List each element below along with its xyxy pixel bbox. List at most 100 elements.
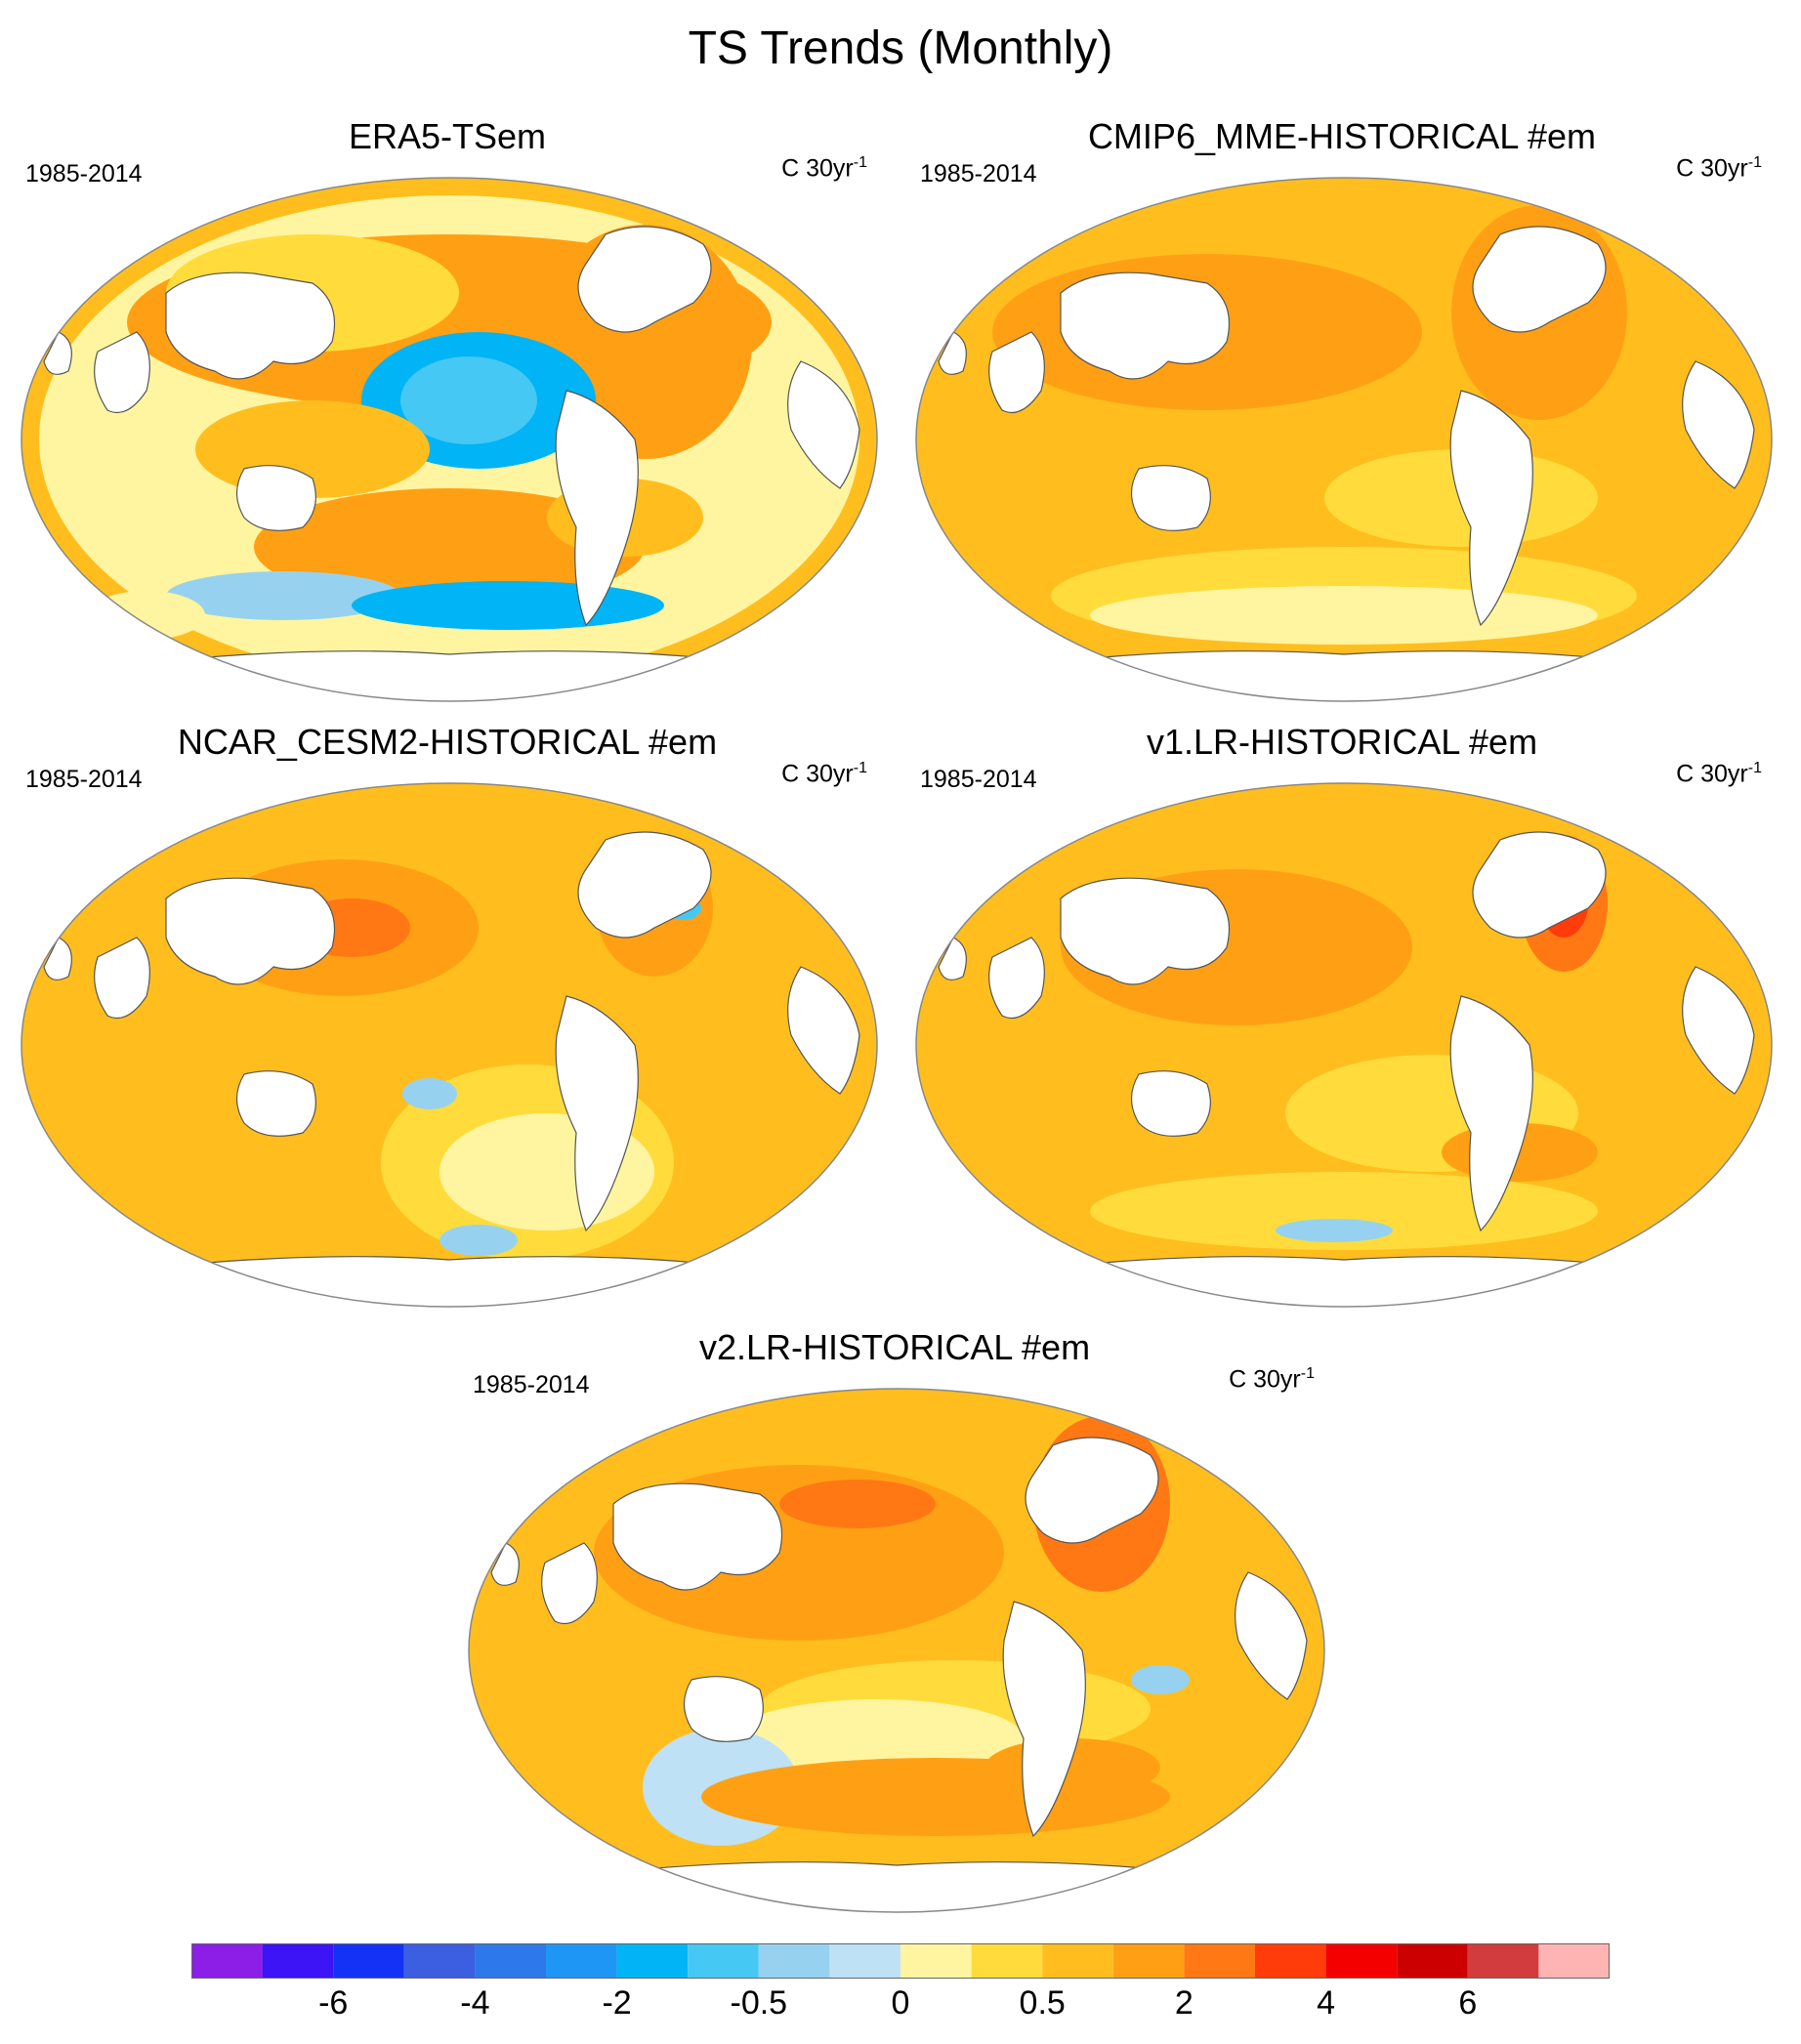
colorbar-tick-label: 0 (891, 1984, 910, 2022)
land-mass (988, 331, 1045, 414)
land-mass (683, 1676, 764, 1742)
land-mass (577, 831, 712, 939)
colorbar-swatch (262, 1943, 334, 1979)
colorbar-swatch (688, 1943, 759, 1979)
land-mass (1682, 360, 1755, 489)
panel-title: NCAR_CESM2-HISTORICAL #em (177, 722, 718, 762)
map-panel-v2-lr: v2.LR-HISTORICAL #em 1985-2014 C 30yr-1 (455, 1328, 1334, 1914)
colorbar-tick-label: 0.5 (1019, 1984, 1066, 2022)
colorbar-tick-label: 2 (1174, 1984, 1194, 2022)
land-mass (1449, 995, 1533, 1232)
trend-region (1276, 1219, 1393, 1242)
land-mass (43, 331, 72, 375)
colorbar-swatch (333, 1943, 404, 1979)
land-mass (612, 1482, 783, 1591)
map-border (468, 1388, 1325, 1913)
trend-region (166, 571, 400, 620)
land-mass (787, 360, 860, 489)
colorbar-tick-label: 6 (1458, 1984, 1478, 2022)
land-mass (136, 1256, 763, 1307)
colorbar-swatch (1112, 1943, 1185, 1979)
trend-region (1131, 1665, 1190, 1694)
colorbar-swatch (616, 1943, 689, 1979)
colorbar-swatch (758, 1943, 830, 1979)
period-label: 1985-2014 (920, 766, 1037, 793)
land-mass (1030, 1256, 1657, 1307)
figure-title: TS Trends (Monthly) (688, 22, 1113, 74)
land-mass (1025, 1437, 1159, 1544)
colorbar-swatch (1325, 1943, 1398, 1979)
land-mass (94, 937, 150, 1020)
colorbar-swatch (971, 1943, 1043, 1979)
colorbar-tick-label: -4 (460, 1984, 490, 2022)
colorbar-swatch (403, 1943, 476, 1979)
units-label: C 30yr-1 (1229, 1365, 1315, 1394)
land-mass (43, 937, 72, 980)
land-mass (938, 937, 967, 980)
trend-region (402, 1078, 457, 1109)
land-mass (235, 1070, 316, 1137)
land-mass (541, 1542, 598, 1625)
colorbar-swatch (1255, 1943, 1326, 1979)
land-mass (490, 1542, 520, 1586)
world-map (915, 177, 1773, 702)
world-map (21, 782, 878, 1308)
world-map (468, 1388, 1325, 1913)
land-mass (787, 966, 860, 1095)
world-map (21, 177, 878, 702)
land-mass (1449, 390, 1533, 627)
colorbar-swatch (546, 1943, 617, 1979)
period-label: 1985-2014 (25, 766, 143, 793)
panel-title: v2.LR-HISTORICAL #em (698, 1327, 1091, 1367)
trend-region (440, 1225, 518, 1256)
units-label: C 30yr-1 (1676, 154, 1762, 183)
land-mass (165, 877, 336, 985)
land-mass (1060, 877, 1231, 985)
trend-region (400, 356, 537, 444)
colorbar-swatch (829, 1943, 900, 1979)
map-panel-v1-lr: v1.LR-HISTORICAL #em 1985-2014 C 30yr-1 (902, 723, 1781, 1309)
panel-title: CMIP6_MME-HISTORICAL #em (1087, 116, 1597, 156)
land-mass (577, 226, 712, 333)
land-mass (1235, 1571, 1308, 1700)
panel-title: v1.LR-HISTORICAL #em (1146, 722, 1538, 762)
map-border (915, 177, 1773, 702)
units-label: C 30yr-1 (1676, 760, 1762, 788)
map-border (21, 782, 878, 1308)
colorbar-swatch (900, 1943, 972, 1979)
units-label: C 30yr-1 (781, 154, 867, 183)
colorbar-swatch (1184, 1943, 1255, 1979)
land-mass (555, 995, 639, 1232)
map-panel-ncar-cesm2: NCAR_CESM2-HISTORICAL #em 1985-2014 C 30… (8, 723, 887, 1309)
land-mass (1472, 226, 1607, 333)
land-mass (1030, 650, 1657, 701)
land-mass (235, 465, 316, 531)
land-mass (1130, 465, 1211, 531)
trend-region (352, 581, 664, 630)
colorbar (191, 1943, 1610, 1979)
colorbar-tick-label: 4 (1317, 1984, 1336, 2022)
land-mass (1060, 271, 1231, 380)
trend-region (1090, 586, 1598, 645)
trend-region (535, 1404, 613, 1428)
land-mass (1130, 1070, 1211, 1137)
colorbar-swatch (1042, 1943, 1113, 1979)
land-mass (555, 390, 639, 627)
trend-region (779, 1480, 936, 1528)
land-mass (938, 331, 967, 375)
land-mass (165, 271, 336, 380)
panel-title: ERA5-TSem (348, 116, 547, 156)
land-mass (94, 331, 150, 414)
colorbar-tick-label: -0.5 (730, 1984, 788, 2022)
colorbar-swatch (475, 1943, 546, 1979)
colorbar-tick-label: -6 (318, 1984, 349, 2022)
map-panel-cmip6-mme: CMIP6_MME-HISTORICAL #em 1985-2014 C 30y… (902, 117, 1781, 703)
land-mass (136, 650, 763, 701)
world-map (915, 782, 1773, 1308)
colorbar-swatch (1467, 1943, 1539, 1979)
land-mass (1472, 831, 1607, 939)
map-border (915, 782, 1773, 1308)
map-panel-era5: ERA5-TSem 1985-2014 C 30yr-1 (8, 117, 887, 703)
land-mass (1002, 1601, 1086, 1838)
trend-region (731, 1699, 1024, 1777)
